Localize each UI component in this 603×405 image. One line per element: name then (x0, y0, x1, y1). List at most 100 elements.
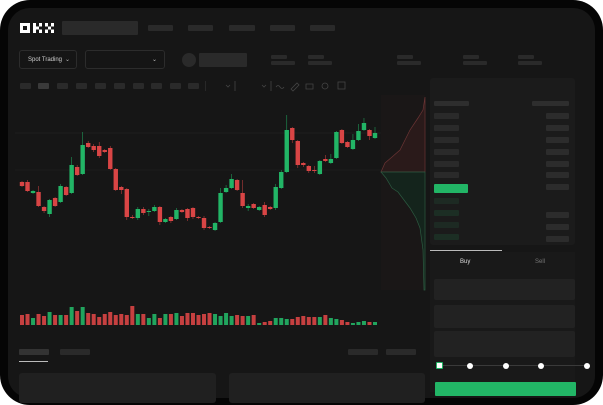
filter-button[interactable] (386, 349, 416, 355)
okx-logo[interactable] (20, 22, 58, 34)
candle[interactable] (124, 188, 129, 220)
candle[interactable] (229, 174, 234, 189)
slider-stop-100[interactable] (584, 363, 590, 369)
candle[interactable] (218, 188, 223, 223)
timeframe-option[interactable] (114, 83, 125, 89)
candle[interactable] (152, 205, 157, 212)
candle[interactable] (290, 127, 295, 143)
candle[interactable] (350, 134, 356, 150)
timeframe-option[interactable] (151, 83, 162, 89)
tab-order-history[interactable] (60, 349, 90, 355)
candle[interactable] (135, 207, 141, 220)
total-input[interactable] (434, 331, 575, 357)
candle[interactable] (207, 226, 212, 229)
candle[interactable] (301, 162, 306, 167)
buy-button[interactable] (435, 382, 576, 396)
candle[interactable] (85, 141, 91, 148)
candle[interactable] (146, 209, 152, 216)
candle[interactable] (240, 180, 245, 208)
candle[interactable] (212, 222, 218, 231)
timeframe-option[interactable] (20, 83, 31, 89)
candle[interactable] (25, 180, 30, 192)
candle[interactable] (345, 141, 350, 148)
candle[interactable] (41, 206, 47, 213)
candle[interactable] (245, 204, 251, 211)
candle[interactable] (356, 124, 361, 141)
pair-dropdown[interactable]: ⌄ (85, 50, 165, 69)
candle[interactable] (91, 144, 96, 152)
candle[interactable] (130, 215, 135, 219)
candle[interactable] (367, 129, 372, 140)
slider-stop-25[interactable] (467, 363, 473, 369)
candle[interactable] (163, 218, 168, 223)
timeframe-option[interactable] (95, 83, 106, 89)
candle[interactable] (52, 197, 58, 207)
market-type-dropdown[interactable]: Spot Trading ⌄ (19, 50, 77, 69)
candle[interactable] (268, 206, 273, 210)
nav-item[interactable] (148, 25, 173, 31)
timeframe-option[interactable] (170, 83, 181, 89)
candle[interactable] (69, 157, 74, 194)
candle[interactable] (168, 216, 174, 223)
candle[interactable] (251, 203, 256, 209)
amount-input[interactable] (434, 305, 575, 328)
candle[interactable] (19, 181, 25, 187)
candle[interactable] (317, 160, 323, 175)
candle[interactable] (58, 184, 63, 203)
timeframe-option[interactable] (188, 83, 199, 89)
candle[interactable] (47, 199, 52, 217)
candle[interactable] (223, 185, 229, 193)
candle[interactable] (279, 170, 284, 189)
candle[interactable] (306, 165, 312, 173)
candle[interactable] (328, 154, 334, 164)
price-input[interactable] (434, 279, 575, 300)
candle[interactable] (113, 168, 118, 191)
candle[interactable] (201, 216, 207, 230)
candle[interactable] (190, 207, 196, 219)
candle[interactable] (30, 190, 36, 194)
candle[interactable] (97, 142, 102, 158)
candle[interactable] (108, 146, 113, 170)
candle[interactable] (185, 208, 190, 221)
candle[interactable] (234, 179, 240, 191)
tab-buy[interactable]: Buy (460, 259, 471, 265)
candle[interactable] (119, 186, 124, 194)
nav-item[interactable] (270, 25, 295, 31)
candle[interactable] (196, 216, 201, 219)
nav-item[interactable] (188, 25, 213, 31)
candle[interactable] (63, 186, 69, 196)
candle[interactable] (36, 186, 41, 207)
filter-button[interactable] (348, 349, 378, 355)
candle[interactable] (312, 166, 317, 173)
candle[interactable] (157, 206, 163, 225)
candle[interactable] (80, 132, 85, 175)
timeframe-option[interactable] (76, 83, 87, 89)
candle[interactable] (256, 206, 262, 211)
candle[interactable] (295, 140, 300, 168)
timeframe-option[interactable] (133, 83, 144, 89)
slider-stop-50[interactable] (503, 363, 509, 369)
candle[interactable] (174, 208, 179, 220)
nav-item[interactable] (310, 25, 335, 31)
nav-item[interactable] (229, 25, 255, 31)
candle[interactable] (323, 155, 328, 162)
candle[interactable] (361, 118, 367, 131)
candle[interactable] (179, 209, 185, 213)
tab-open-orders[interactable] (19, 349, 49, 355)
candle[interactable] (334, 131, 339, 159)
slider-handle[interactable] (436, 362, 443, 369)
candle[interactable] (102, 149, 107, 153)
timeframe-option[interactable] (38, 83, 49, 89)
candle[interactable] (74, 165, 80, 176)
candle[interactable] (339, 129, 345, 144)
candle[interactable] (262, 202, 267, 217)
candle[interactable] (141, 207, 146, 215)
timeframe-option[interactable] (57, 83, 68, 89)
tab-sell[interactable]: Sell (535, 259, 546, 265)
candle[interactable] (372, 127, 378, 139)
candle[interactable] (273, 184, 278, 210)
amount-slider-track[interactable] (438, 365, 588, 366)
slider-stop-75[interactable] (538, 363, 544, 369)
candle[interactable] (284, 115, 289, 173)
